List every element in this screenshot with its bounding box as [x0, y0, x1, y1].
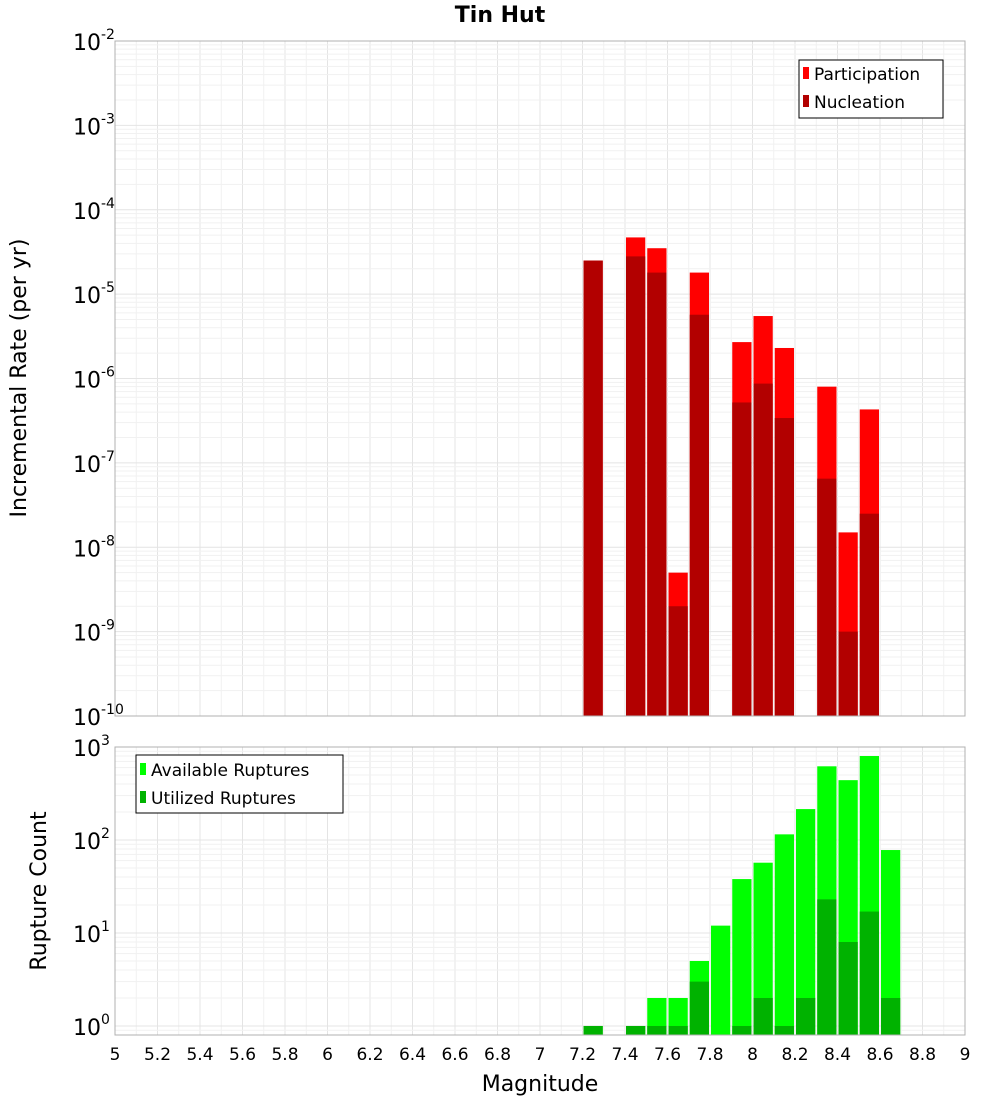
- participation-legend-swatch: [803, 67, 809, 79]
- count-x-tick-label: 7.6: [654, 1045, 681, 1065]
- count-bar-a: [711, 925, 731, 1035]
- rate-y-tick-label: 10-5: [73, 280, 115, 309]
- count-bar-b: [881, 997, 901, 1035]
- count-legend-box: [135, 754, 344, 814]
- count-bar-b: [689, 981, 709, 1035]
- count-x-tick-label: 5.8: [271, 1045, 298, 1065]
- nucleation-legend-swatch: [803, 95, 809, 107]
- count-x-tick-label: 7.4: [611, 1045, 638, 1065]
- count-bar-b: [753, 997, 773, 1035]
- count-y-tick-label: 102: [73, 826, 110, 855]
- utilized-legend-label: Utilized Ruptures: [151, 789, 296, 809]
- rate-bar-b: [753, 383, 773, 716]
- count-x-tick-label: 5.6: [229, 1045, 256, 1065]
- x-axis-label: Magnitude: [482, 1072, 599, 1097]
- count-plot-bars: [583, 756, 901, 1035]
- rate-y-tick-label: 10-6: [73, 365, 115, 394]
- rate-bar-b: [647, 272, 667, 716]
- count-bar-a: [753, 862, 773, 1035]
- count-x-tick-label: 8.2: [781, 1045, 808, 1065]
- count-bar-a: [774, 834, 794, 1035]
- rate-plot-bars: [583, 237, 879, 717]
- count-bar-a: [881, 850, 901, 1035]
- count-x-tick-label: 8.8: [909, 1045, 936, 1065]
- rate-bar-b: [859, 513, 879, 716]
- rate-y-tick-label: 10-10: [73, 702, 124, 731]
- rate-legend: Participation Nucleation: [798, 59, 944, 119]
- rate-y-tick-label: 10-3: [73, 111, 115, 140]
- count-bar-a: [647, 997, 667, 1035]
- count-y-axis-label: Rupture Count: [27, 811, 52, 971]
- rate-plot: 10-10 10-9 10-8 10-7 10-6 10-5 10-4 10-3 10-2 In…: [7, 27, 966, 731]
- rate-plot-grid: [114, 40, 966, 717]
- count-bar-b: [859, 911, 879, 1035]
- count-bar-b: [583, 1025, 603, 1035]
- nucleation-legend-label: Nucleation: [814, 93, 905, 113]
- count-y-tick-label: 100: [73, 1012, 110, 1041]
- count-x-tick-label: 9: [960, 1045, 971, 1065]
- count-x-tick-label: 7.8: [696, 1045, 723, 1065]
- rate-bar-b: [817, 478, 837, 716]
- count-x-tick-label: 6.8: [484, 1045, 511, 1065]
- rate-bar-b: [626, 256, 646, 716]
- rate-y-tick-labels: 10-10 10-9 10-8 10-7 10-6 10-5 10-4 10-3 10-2: [73, 27, 124, 731]
- count-x-tick-label: 5.2: [144, 1045, 171, 1065]
- count-x-tick-label: 7.2: [569, 1045, 596, 1065]
- x-tick-labels: 5 5.2 5.4 5.6 5.8 6 6.2 6.4 6.6 6.8 7 7.2 7.4 7.6 7.8 8…: [110, 1045, 971, 1065]
- count-x-tick-label: 8.6: [866, 1045, 893, 1065]
- utilized-legend-swatch: [140, 791, 146, 803]
- rate-bar-b: [668, 606, 688, 716]
- count-bar-b: [838, 942, 858, 1035]
- count-bar-a: [732, 879, 752, 1035]
- count-bar-b: [796, 997, 816, 1035]
- participation-legend-label: Participation: [814, 65, 920, 85]
- available-legend-label: Available Ruptures: [151, 761, 309, 781]
- rate-bar-b: [732, 402, 752, 716]
- count-bar-b: [668, 1025, 688, 1035]
- count-y-tick-label: 103: [73, 733, 110, 762]
- count-x-tick-label: 7: [535, 1045, 546, 1065]
- count-x-tick-label: 6.4: [399, 1045, 426, 1065]
- count-plot-frame: [114, 746, 966, 1036]
- count-bar-b: [647, 1025, 667, 1035]
- count-bar-b: [626, 1025, 646, 1035]
- count-x-tick-label: 6.2: [356, 1045, 383, 1065]
- count-plot: 100 101 102 103 5 5.2 5.4 5.6 5.8 6 6.2 6.4 6.6 6.8 7…: [27, 733, 970, 1097]
- rate-bar-b: [583, 260, 603, 716]
- count-bar-b: [817, 899, 837, 1035]
- rate-y-tick-label: 10-2: [73, 27, 115, 56]
- rate-bar-b: [689, 314, 709, 716]
- count-x-tick-label: 8: [747, 1045, 758, 1065]
- count-x-tick-label: 5.4: [186, 1045, 213, 1065]
- count-bar-b: [774, 1025, 794, 1035]
- count-y-tick-labels: 100 101 102 103: [73, 733, 110, 1041]
- rate-y-axis-label: Incremental Rate (per yr): [7, 239, 32, 518]
- count-y-tick-label: 101: [73, 919, 110, 948]
- rate-plot-frame: [114, 40, 966, 717]
- rate-legend-box: [798, 59, 944, 119]
- rate-bar-b: [838, 631, 858, 716]
- rate-y-tick-label: 10-7: [73, 449, 115, 478]
- count-bar-b: [732, 1025, 752, 1035]
- count-legend: Available Ruptures Utilized Ruptures: [135, 754, 344, 814]
- count-x-tick-label: 6.6: [441, 1045, 468, 1065]
- rate-y-tick-label: 10-8: [73, 533, 115, 562]
- count-x-tick-label: 6: [322, 1045, 333, 1065]
- count-bar-a: [796, 809, 816, 1035]
- rate-bar-b: [774, 418, 794, 716]
- count-bar-a: [668, 997, 688, 1035]
- rate-y-tick-label: 10-4: [73, 196, 115, 225]
- count-x-tick-label: 5: [110, 1045, 121, 1065]
- available-legend-swatch: [140, 763, 146, 775]
- count-x-tick-label: 8.4: [824, 1045, 851, 1065]
- chart-title: Tin Hut: [455, 3, 546, 28]
- rate-y-tick-label: 10-9: [73, 618, 115, 647]
